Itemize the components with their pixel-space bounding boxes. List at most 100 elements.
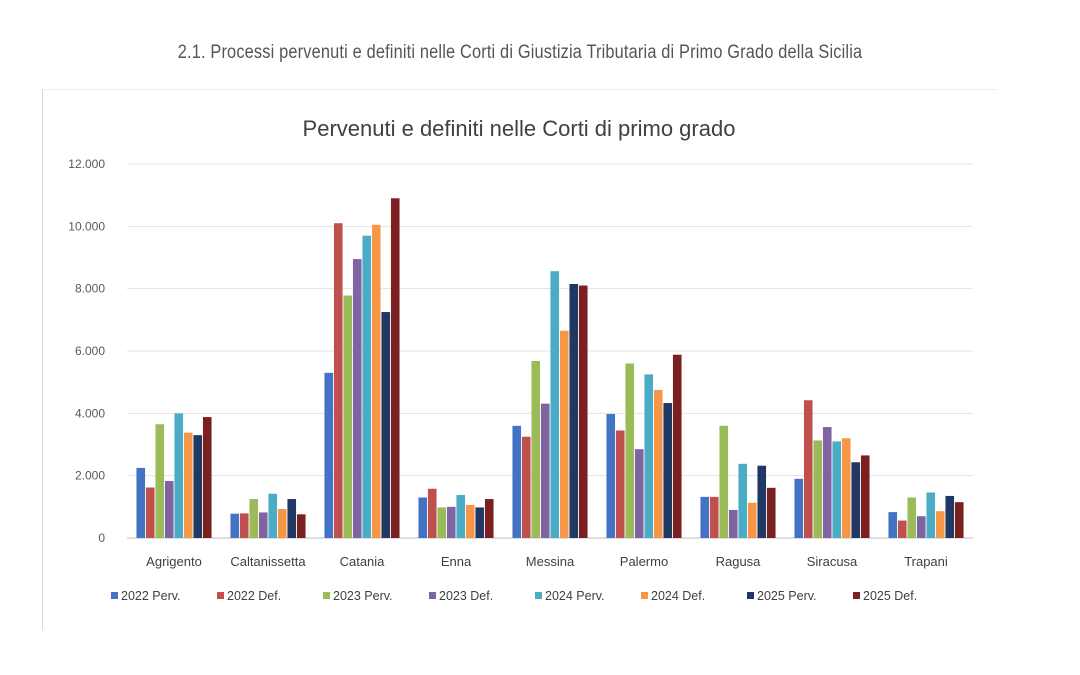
bar [945,495,955,538]
legend-swatch [217,592,224,599]
x-tick-label: Agrigento [146,554,202,569]
bar [343,295,353,538]
bar [183,432,193,538]
bar [559,330,569,538]
bar [841,438,851,538]
bar [475,507,485,538]
y-tick-label: 4.000 [75,406,105,420]
bar [381,312,391,538]
bar [738,463,748,538]
bar [832,441,842,538]
bar [897,520,907,538]
bar [634,449,644,538]
bar [437,507,447,538]
legend-label: 2025 Def. [863,589,917,603]
bar [512,425,522,538]
bar [719,425,729,538]
bar-chart: Pervenuti e definiti nelle Corti di prim… [68,116,973,603]
bar [258,512,268,538]
bar [954,502,964,538]
legend-label: 2023 Perv. [333,589,393,603]
bar [136,467,146,538]
gridlines [127,163,973,539]
bar [728,509,738,538]
bar [249,499,259,538]
y-axis: 0 2.000 4.000 6.000 8.000 10.000 12.000 [68,157,105,545]
bar [803,400,813,538]
bar [757,465,767,538]
bar [362,235,372,538]
bar [193,435,203,538]
bar [521,436,531,538]
bar [174,413,184,538]
x-tick-label: Trapani [904,554,948,569]
bar [625,363,635,538]
bar [578,285,588,538]
legend-swatch [429,592,436,599]
y-tick-label: 12.000 [68,157,105,171]
legend-swatch [323,592,330,599]
bar [606,413,616,538]
bar [672,354,682,538]
bar [709,496,719,538]
bar [531,360,541,538]
bar [418,497,428,538]
bar [550,271,560,538]
y-tick-label: 10.000 [68,219,105,233]
legend-swatch [641,592,648,599]
bar [851,462,861,538]
bar [390,198,400,538]
bar [888,512,898,538]
bar [145,487,155,538]
bar [813,440,823,538]
legend-label: 2022 Perv. [121,589,181,603]
bar [324,372,334,538]
bar [484,499,494,538]
bar [615,430,625,538]
bar [202,417,212,538]
bar [860,455,870,538]
legend: 2022 Perv. 2022 Def. 2023 Perv. 2023 Def. 20… [111,589,917,603]
bar [653,389,663,538]
page-heading: 2.1. Processi pervenuti e definiti nelle… [177,42,863,63]
y-tick-label: 0 [98,531,105,545]
bar [700,496,710,538]
y-tick-label: 6.000 [75,344,105,358]
bars [136,198,964,538]
bar [239,513,249,538]
bar [926,492,936,538]
y-tick-label: 8.000 [75,282,105,296]
bar [935,511,945,538]
chart-title: Pervenuti e definiti nelle Corti di prim… [303,116,736,141]
bar [277,509,287,538]
bar [296,514,306,538]
bar [540,403,550,538]
bar [456,494,466,538]
x-tick-label: Messina [526,554,575,569]
bar [766,487,776,538]
bar [663,403,673,538]
legend-swatch [535,592,542,599]
legend-swatch [747,592,754,599]
bar [446,506,456,538]
legend-swatch [111,592,118,599]
bar [164,480,174,538]
legend-swatch [853,592,860,599]
chart-frame: Pervenuti e definiti nelle Corti di prim… [42,89,996,630]
bar [569,283,579,538]
bar [465,504,475,538]
bar [155,424,165,538]
bar [268,493,278,538]
bar [794,478,804,538]
y-tick-label: 2.000 [75,469,105,483]
x-tick-label: Catania [340,554,386,569]
legend-label: 2024 Def. [651,589,705,603]
bar [352,259,362,538]
legend-label: 2025 Perv. [757,589,817,603]
bar [333,223,343,538]
legend-label: 2024 Perv. [545,589,605,603]
bar [427,488,437,538]
bar [907,497,917,538]
x-tick-label: Ragusa [716,554,762,569]
x-tick-label: Enna [441,554,472,569]
